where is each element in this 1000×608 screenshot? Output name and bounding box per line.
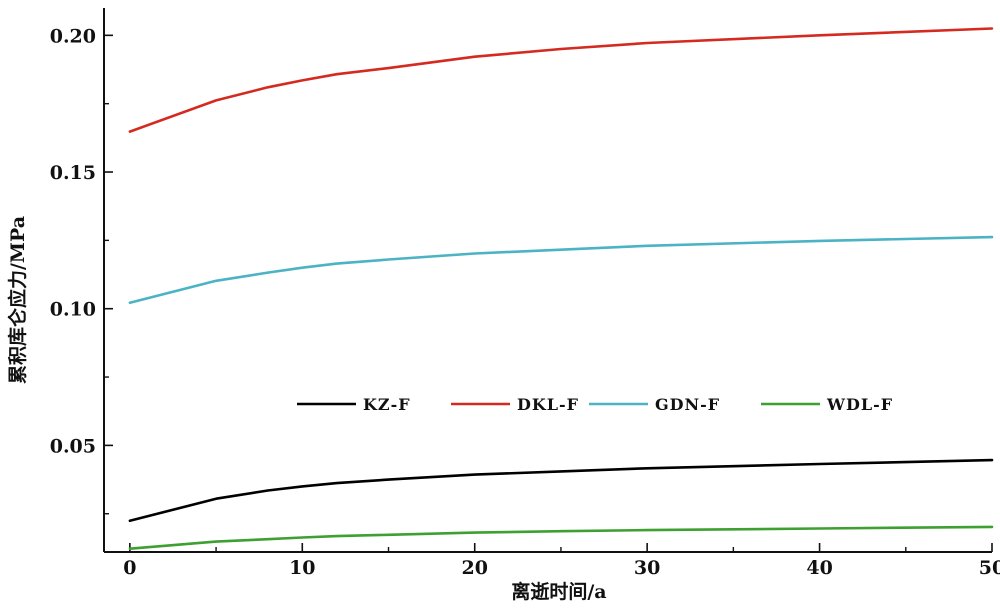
legend-label-dkl-f: DKL-F [517, 395, 579, 414]
legend-label-kz-f: KZ-F [363, 395, 411, 414]
x-tick-label: 40 [806, 557, 832, 579]
legend: KZ-F DKL-F GDN-F WDL-F [297, 395, 893, 414]
series-line-kz-f [128, 458, 994, 523]
series-layer [128, 27, 994, 551]
legend-label-gdn-f: GDN-F [655, 395, 720, 414]
series-line-dkl-f [128, 27, 994, 133]
y-tick-label: 0.10 [50, 299, 96, 321]
x-tick-label: 50 [979, 557, 1000, 579]
series-line-wdl-f [128, 525, 994, 551]
series-line-gdn-f [128, 235, 994, 305]
y-tick-label: 0.05 [50, 435, 96, 457]
x-tick-label: 20 [461, 557, 487, 579]
legend-label-wdl-f: WDL-F [826, 395, 893, 414]
x-tick-label: 30 [634, 557, 660, 579]
y-tick-label: 0.15 [50, 162, 96, 184]
axes: 0 10 20 30 40 50 0.05 0.10 0.15 0.20 [50, 8, 1000, 579]
y-axis-title: 累积库仑应力/MPa [6, 216, 29, 384]
y-tick-label: 0.20 [50, 25, 96, 47]
x-axis-title: 离逝时间/a [511, 580, 606, 603]
x-tick-label: 10 [289, 557, 315, 579]
x-tick-label: 0 [123, 557, 136, 579]
